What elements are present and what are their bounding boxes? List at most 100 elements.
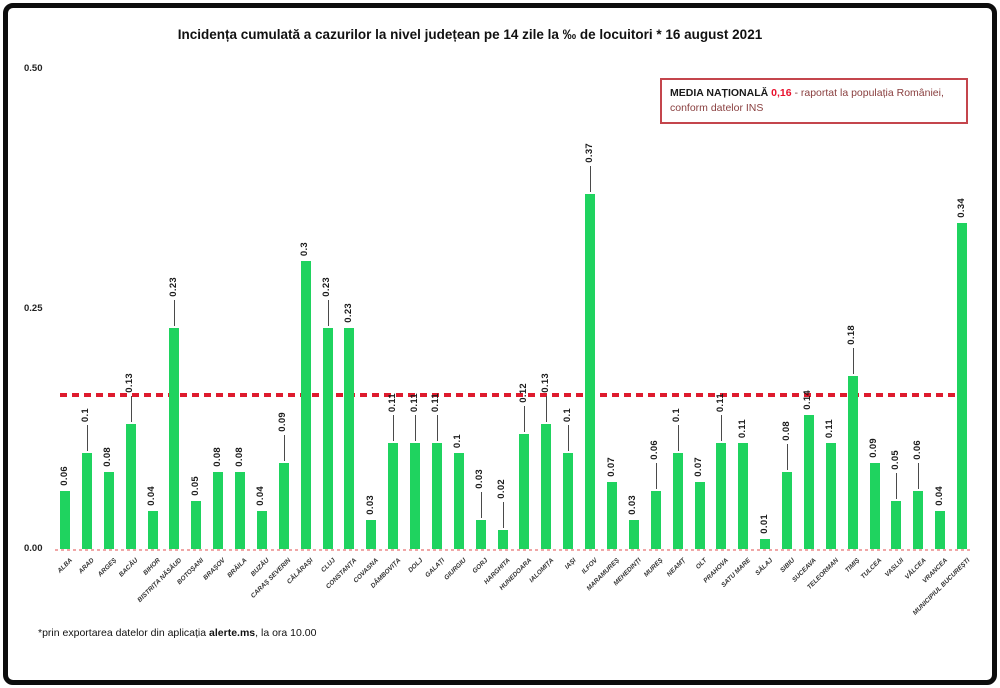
x-axis-label: NEAMȚ xyxy=(665,557,687,579)
bar xyxy=(957,223,968,549)
outer-frame xyxy=(3,3,997,685)
bar xyxy=(453,453,464,549)
bar xyxy=(213,472,224,549)
bar-value-label: 0.37 xyxy=(583,143,595,163)
bar xyxy=(760,539,771,549)
bar-value-label: 0.1 xyxy=(561,407,573,422)
bar-value-label: 0.13 xyxy=(124,373,136,393)
bar-value-label: 0.03 xyxy=(364,495,376,515)
bar-value-label: 0.06 xyxy=(911,440,923,460)
bar-value-label: 0.07 xyxy=(693,457,705,477)
x-axis-label: ARAD xyxy=(77,557,96,576)
leader-line xyxy=(896,473,898,499)
bar-value-label: 0.18 xyxy=(846,325,858,345)
leader-line xyxy=(283,435,285,461)
bar xyxy=(694,482,705,549)
bar-value-label: 0.02 xyxy=(496,479,508,499)
bar-value-label: 0.07 xyxy=(605,457,617,477)
bar xyxy=(256,511,267,549)
bar-value-label: 0.34 xyxy=(955,198,967,218)
bar xyxy=(716,443,727,549)
bar-value-label: 0.11 xyxy=(714,392,726,412)
bar-value-label: 0.08 xyxy=(102,447,114,467)
bar-value-label: 0.12 xyxy=(517,383,529,403)
bar-value-label: 0.01 xyxy=(758,514,770,534)
x-axis-label: BRAȘOV xyxy=(202,557,228,582)
leader-line xyxy=(174,300,176,326)
bar xyxy=(60,491,70,549)
bar xyxy=(147,511,158,549)
bar-value-label: 0.08 xyxy=(780,421,792,441)
bar xyxy=(891,501,902,549)
bar xyxy=(191,501,202,549)
bar-value-label: 0.11 xyxy=(824,418,836,438)
bar xyxy=(650,491,661,549)
x-axis-label: ILFOV xyxy=(580,557,600,576)
leader-line xyxy=(436,415,438,441)
bar-value-label: 0.11 xyxy=(408,392,420,412)
leader-line xyxy=(677,425,679,451)
bar-value-label: 0.1 xyxy=(80,407,92,422)
bar xyxy=(847,376,858,549)
leader-line xyxy=(568,425,570,451)
bar xyxy=(585,194,596,549)
bar-value-label: 0.09 xyxy=(868,438,880,458)
bar xyxy=(366,520,377,549)
x-axis-label: VASLUI xyxy=(883,557,906,579)
bar xyxy=(278,463,289,549)
bar-value-label: 0.11 xyxy=(430,392,442,412)
bar xyxy=(322,328,333,549)
bar-value-label: 0.04 xyxy=(255,486,267,506)
leader-line xyxy=(546,396,548,422)
bar xyxy=(300,261,311,549)
leader-line xyxy=(502,502,504,528)
bar xyxy=(410,443,421,549)
leader-line xyxy=(524,406,526,432)
leader-line xyxy=(393,415,395,441)
national-average-label: MEDIA NAȚIONALĂ xyxy=(670,87,769,99)
bar-value-label: 0.11 xyxy=(736,418,748,438)
x-axis-label: ARGEȘ xyxy=(96,557,118,579)
bar xyxy=(869,463,880,549)
national-average-text: - raportat la populația României, confor… xyxy=(670,87,944,115)
footnote: *prin exportarea datelor din aplicația a… xyxy=(38,627,316,639)
bar-value-label: 0.06 xyxy=(649,440,661,460)
bar xyxy=(563,453,574,549)
x-axis-label: BACĂU xyxy=(118,557,140,579)
bar xyxy=(125,424,136,549)
bar xyxy=(803,415,814,549)
bar-value-label: 0.04 xyxy=(146,486,158,506)
bar xyxy=(782,472,793,549)
leader-line xyxy=(655,463,657,489)
bar-value-label: 0.23 xyxy=(342,303,354,323)
leader-line xyxy=(590,166,592,192)
bar xyxy=(235,472,246,549)
y-axis-tick: 0.50 xyxy=(24,63,43,74)
x-axis-label: ALBA xyxy=(56,557,74,575)
bar-value-label: 0.04 xyxy=(933,486,945,506)
bar xyxy=(169,328,180,549)
x-axis-label: OLT xyxy=(694,557,709,571)
leader-line xyxy=(415,415,417,441)
bar-value-label: 0.1 xyxy=(671,407,683,422)
footnote-prefix: *prin exportarea datelor din aplicația xyxy=(38,627,210,639)
bar-value-label: 0.08 xyxy=(211,447,223,467)
x-axis-label: IAȘI xyxy=(563,557,578,571)
bar-value-label: 0.09 xyxy=(277,412,289,432)
leader-line xyxy=(852,348,854,374)
leader-line xyxy=(480,492,482,518)
bar xyxy=(738,443,749,549)
bar xyxy=(497,530,508,549)
x-axis-label: TIMIȘ xyxy=(844,557,862,575)
footnote-suffix: , la ora 10.00 xyxy=(255,627,317,639)
x-axis-label: TULCEA xyxy=(859,557,884,581)
leader-line xyxy=(721,415,723,441)
bar-value-label: 0.05 xyxy=(189,476,201,496)
bar-value-label: 0.06 xyxy=(58,466,70,486)
y-axis-tick: 0.00 xyxy=(24,543,43,554)
national-average-box: MEDIA NAȚIONALĂ 0,16 - raportat la popul… xyxy=(660,78,968,125)
bar xyxy=(344,328,355,549)
national-average-value: 0,16 xyxy=(771,87,792,99)
x-axis-label: BRĂILA xyxy=(226,557,249,580)
bar xyxy=(607,482,617,549)
